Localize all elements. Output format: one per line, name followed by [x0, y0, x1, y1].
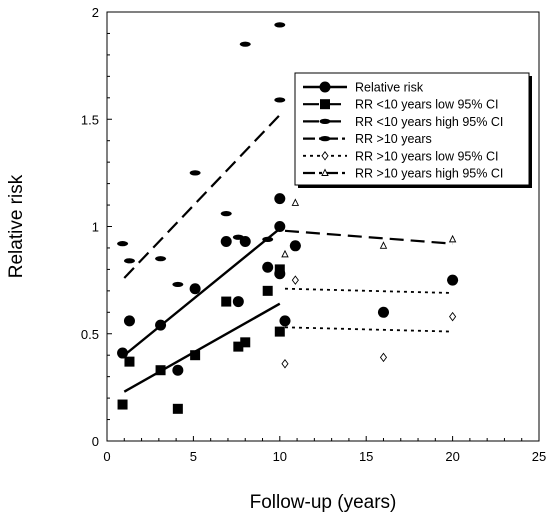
y-axis-label: Relative risk	[6, 174, 27, 278]
data-point-s5-2	[291, 275, 299, 285]
x-tick-label: 15	[359, 449, 373, 464]
data-point-s2-4	[172, 403, 183, 414]
legend-label-2: RR <10 years low 95% CI	[355, 98, 498, 112]
data-point-s5-1	[281, 359, 289, 369]
x-tick-label: 5	[190, 449, 197, 464]
legend-marker-1	[319, 81, 331, 93]
legend-marker-6	[321, 168, 329, 176]
data-point-s1-5	[189, 283, 201, 295]
data-point-s6-2	[291, 198, 300, 206]
data-point-s2-2	[124, 356, 135, 367]
trend-line-2	[123, 302, 281, 393]
data-point-s3-8	[239, 41, 251, 47]
data-point-s1-6	[220, 236, 232, 248]
legend-label-6: RR >10 years high 95% CI	[355, 167, 503, 181]
data-point-s4-3	[377, 309, 389, 315]
trend-line-4	[284, 229, 453, 245]
data-point-s1-1	[117, 347, 129, 359]
x-tick-label: 0	[103, 449, 110, 464]
data-point-s1-10	[274, 193, 286, 205]
legend-shadow-bottom	[298, 185, 532, 188]
data-point-s2-11	[274, 326, 285, 337]
legend-box	[294, 72, 530, 186]
legend: Relative risk RR <10 years low 95% CI RR <…	[294, 72, 532, 188]
data-point-s5-3	[379, 352, 388, 363]
data-points	[117, 22, 459, 414]
trend-line-3	[123, 114, 281, 279]
legend-marker-3	[319, 118, 331, 124]
legend-label-4: RR >10 years	[355, 132, 432, 146]
legend-label-1: Relative risk	[355, 81, 424, 95]
data-point-s1-4	[172, 364, 184, 376]
y-tick-label: 1.5	[81, 112, 99, 127]
data-point-s3-10	[274, 22, 286, 28]
legend-marker-4	[319, 136, 331, 142]
y-tick-label: 1	[92, 220, 99, 235]
data-point-s3-7	[232, 234, 244, 240]
data-point-s2-7	[233, 341, 244, 352]
data-point-s4-2	[289, 243, 301, 249]
x-axis-label: Follow-up (years)	[250, 492, 397, 513]
y-tick-label: 0	[92, 434, 99, 449]
data-point-s2-8	[240, 337, 251, 348]
data-point-s3-4	[172, 281, 184, 288]
data-point-s4-1	[279, 318, 291, 324]
data-point-s3-11	[274, 97, 286, 103]
legend-shadow-right	[529, 76, 532, 188]
data-point-s2-1	[117, 399, 128, 410]
data-point-s1-7	[232, 296, 244, 308]
data-point-s3-5	[189, 170, 201, 176]
data-point-s2-9	[262, 285, 273, 296]
data-point-s1-9	[262, 261, 274, 273]
data-point-s2-6	[221, 296, 232, 307]
x-tick-label: 25	[532, 449, 546, 464]
data-point-s2-10	[274, 264, 285, 275]
x-tick-label: 20	[445, 449, 459, 464]
data-point-s1-2	[123, 315, 135, 327]
data-point-s5-4	[449, 311, 457, 322]
data-point-s1-3	[155, 319, 167, 331]
data-point-s6-3	[379, 241, 388, 249]
data-point-s3-9	[262, 236, 274, 242]
data-point-s3-3	[155, 256, 167, 262]
data-point-s4-4	[447, 277, 459, 283]
x-tick-label: 10	[273, 449, 287, 464]
data-point-s3-6	[220, 211, 232, 217]
y-tick-label: 0.5	[81, 327, 99, 342]
data-point-s2-5	[190, 350, 201, 361]
trend-line-5	[284, 326, 453, 333]
data-point-s3-1	[117, 241, 129, 247]
data-point-s2-3	[155, 365, 166, 376]
axis-ticks: 0 5 10 15 20 25 0 0.5 1 1.5 2	[81, 5, 546, 464]
trend-lines	[123, 114, 453, 393]
data-point-s6-4	[448, 234, 457, 243]
data-point-s3-2	[123, 258, 135, 264]
trend-line-1	[123, 227, 281, 357]
trend-line-6	[284, 287, 453, 294]
legend-label-5: RR >10 years low 95% CI	[355, 149, 498, 163]
legend-marker-5	[321, 151, 329, 161]
data-point-s1-11	[274, 221, 286, 232]
legend-label-3: RR <10 years high 95% CI	[355, 115, 503, 129]
data-point-s6-1	[281, 249, 289, 258]
legend-marker-2	[320, 99, 330, 110]
y-tick-label: 2	[92, 5, 99, 20]
